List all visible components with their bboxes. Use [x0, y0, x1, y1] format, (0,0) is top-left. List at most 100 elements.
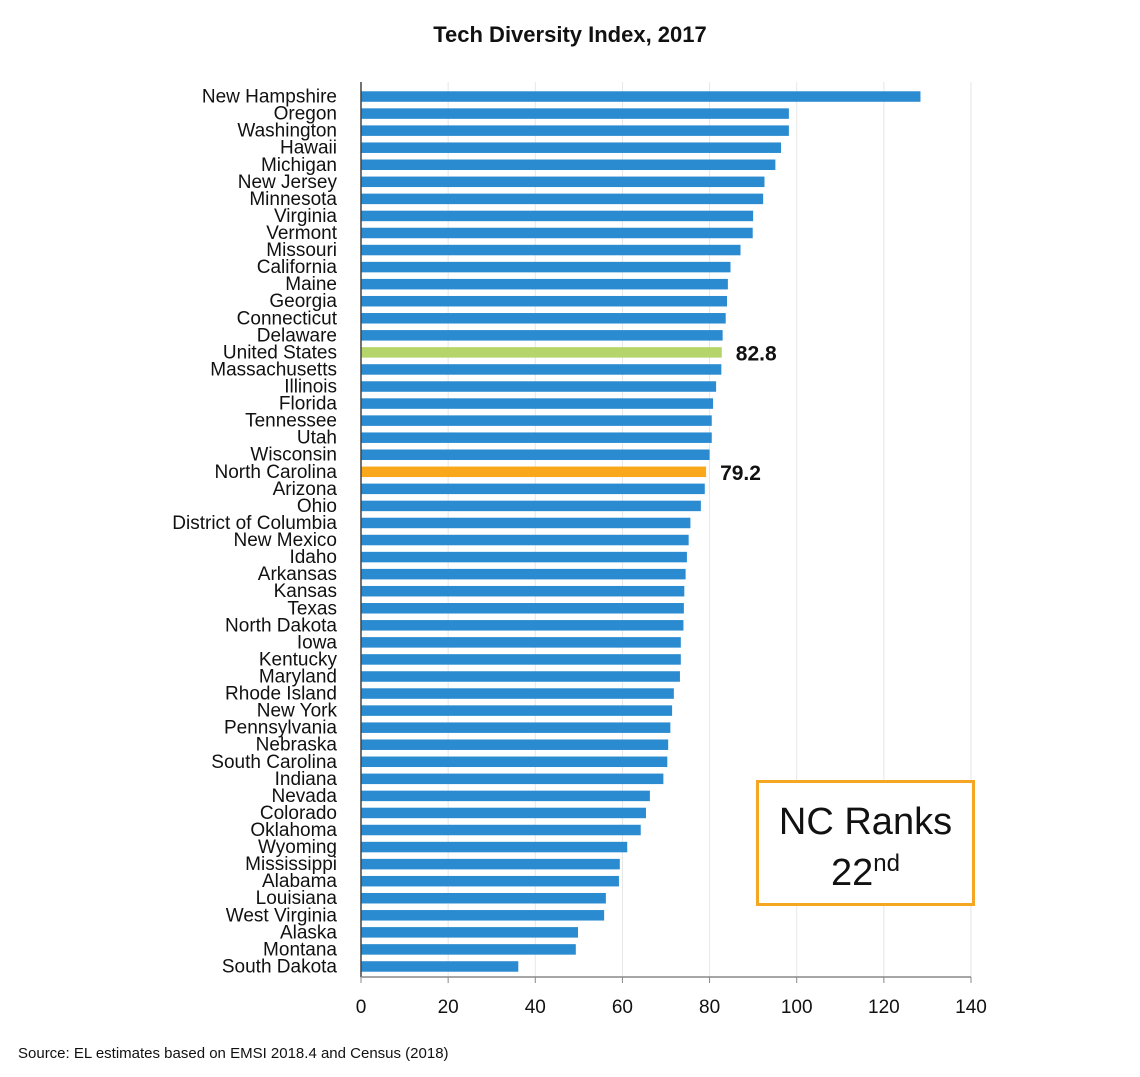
x-tick-label: 120 [868, 997, 900, 1018]
category-label: Maine [285, 274, 337, 295]
bar-kentucky [361, 654, 681, 665]
bar-new-york [361, 705, 673, 716]
bar-north-dakota [361, 620, 684, 631]
rank-number: 22 [831, 852, 874, 894]
bar-arizona [361, 483, 705, 495]
bar-new-jersey [361, 176, 765, 188]
category-label: Wisconsin [250, 445, 337, 466]
bar-arkansas [361, 568, 686, 580]
category-label: New York [257, 701, 338, 722]
category-label: North Carolina [215, 462, 338, 483]
bar-virginia [361, 210, 754, 222]
bar-chart: 0 20 40 60 80 100 120 140 New HampshireOregonWas… [172, 82, 987, 1018]
x-tick-label: 60 [612, 997, 633, 1018]
category-label: Kentucky [259, 649, 338, 670]
source-note: Source: EL estimates based on EMSI 2018.… [18, 1045, 449, 1062]
bar-idaho [361, 551, 687, 563]
bar-colorado [361, 807, 646, 819]
bar-oregon [361, 108, 789, 119]
bar-nebraska [361, 739, 669, 750]
category-label: Pennsylvania [224, 718, 337, 739]
bar-california [361, 261, 731, 273]
bar-michigan [361, 159, 776, 171]
bar-united-states [361, 347, 722, 358]
category-label: Arizona [273, 479, 338, 500]
bar-missouri [361, 244, 741, 256]
bar-vermont [361, 227, 753, 239]
category-label: Alabama [262, 871, 337, 892]
category-label: Louisiana [256, 888, 338, 909]
category-label: Utah [297, 428, 337, 449]
category-label: Wyoming [258, 837, 337, 858]
category-label: Indiana [275, 769, 338, 790]
bar-utah [361, 432, 712, 443]
x-tick-label: 140 [955, 997, 987, 1018]
bar-west-virginia [361, 910, 605, 921]
bar-tennessee [361, 415, 712, 426]
bar-florida [361, 398, 714, 409]
bar-montana [361, 944, 576, 955]
category-label: Florida [279, 394, 338, 415]
category-label: Oregon [274, 104, 337, 125]
category-label: Virginia [274, 206, 337, 227]
x-tick-label: 100 [781, 997, 813, 1018]
bar-kansas [361, 585, 685, 597]
category-label: Delaware [257, 325, 337, 346]
bar-new-hampshire [361, 91, 921, 102]
bar-wisconsin [361, 449, 710, 460]
category-label: Iowa [297, 632, 338, 653]
category-label: Nevada [272, 786, 338, 807]
bar-district-of-columbia [361, 517, 691, 529]
category-label: Vermont [266, 223, 337, 244]
bar-mississippi [361, 858, 620, 870]
category-label: Texas [287, 598, 337, 619]
bar-nevada [361, 790, 650, 802]
bar-iowa [361, 637, 681, 648]
bar-washington [361, 125, 789, 136]
category-label: Missouri [266, 240, 337, 261]
category-label: Kansas [274, 581, 337, 602]
x-tick-label: 40 [525, 997, 546, 1018]
category-label: Montana [263, 939, 337, 960]
category-label: South Dakota [222, 956, 338, 977]
category-label: Oklahoma [250, 820, 337, 841]
bar-new-mexico [361, 534, 689, 546]
bar-wyoming [361, 841, 628, 853]
bar-connecticut [361, 313, 726, 324]
category-label: Washington [237, 121, 337, 142]
category-label: California [257, 257, 338, 278]
bar-delaware [361, 330, 723, 341]
bar-south-dakota [361, 961, 519, 972]
bar-minnesota [361, 193, 764, 205]
category-label: Idaho [289, 547, 337, 568]
category-label: Colorado [260, 803, 337, 824]
bar-rhode-island [361, 688, 674, 699]
nc-rank-callout: NC Ranks 22nd [756, 780, 975, 906]
category-label: Illinois [284, 377, 337, 398]
category-label: New Hampshire [202, 87, 337, 108]
callout-text: NC Ranks [778, 801, 953, 843]
category-label: New Mexico [234, 530, 337, 551]
category-label: Minnesota [249, 189, 337, 210]
bar-texas [361, 603, 684, 614]
bar-hawaii [361, 142, 782, 153]
category-label: District of Columbia [172, 513, 337, 534]
bar-maryland [361, 671, 680, 682]
category-label: Georgia [269, 291, 337, 312]
category-label: Rhode Island [225, 684, 337, 705]
category-label: North Dakota [225, 615, 337, 636]
category-label: Tennessee [245, 411, 337, 432]
bar-maine [361, 278, 728, 290]
bar-ohio [361, 500, 701, 512]
bar-oklahoma [361, 824, 641, 836]
category-label: Michigan [261, 155, 337, 176]
data-label: 82.8 [736, 342, 777, 365]
bar-massachusetts [361, 364, 722, 375]
category-label: South Carolina [211, 752, 337, 773]
category-label: Maryland [259, 666, 337, 687]
bar-illinois [361, 381, 717, 392]
category-label: Massachusetts [210, 359, 337, 380]
category-label: Connecticut [237, 308, 338, 329]
category-label: West Virginia [226, 905, 338, 926]
chart-title: Tech Diversity Index, 2017 [433, 22, 707, 47]
